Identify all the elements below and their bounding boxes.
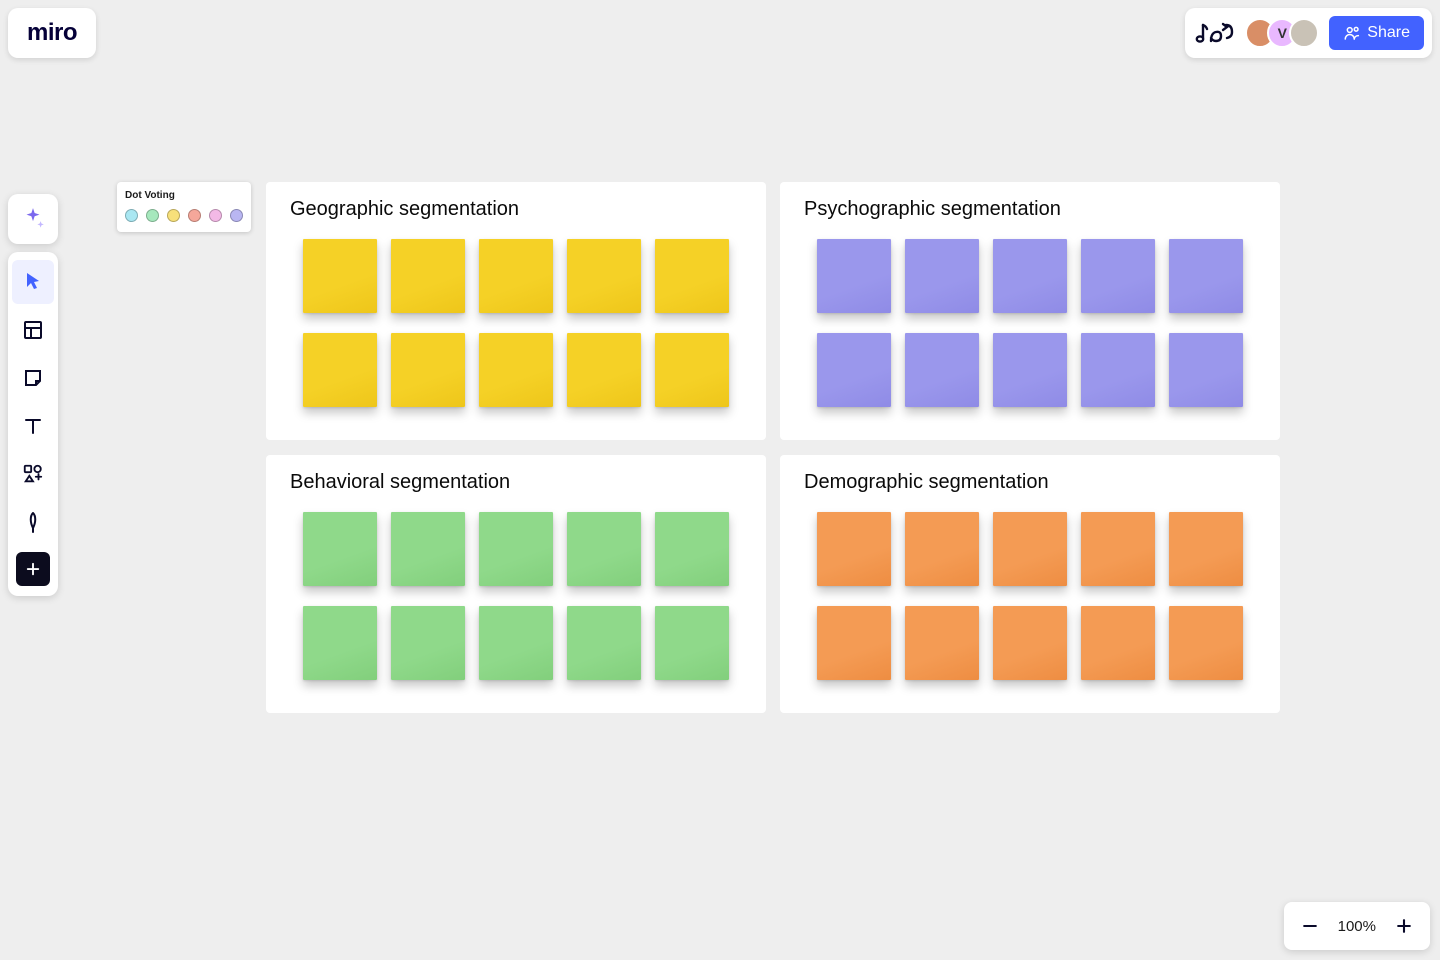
sticky-note[interactable]: [479, 606, 553, 680]
sticky-note[interactable]: [1169, 606, 1243, 680]
zoom-control: 100%: [1284, 902, 1430, 950]
tool-select[interactable]: [12, 260, 54, 304]
sticky-note[interactable]: [655, 512, 729, 586]
tool-pen[interactable]: [12, 500, 54, 544]
sticky-note[interactable]: [303, 239, 377, 313]
sticky-grid: [290, 239, 742, 407]
sticky-note[interactable]: [655, 239, 729, 313]
sticky-note[interactable]: [905, 333, 979, 407]
sticky-note[interactable]: [905, 512, 979, 586]
header-right: V Share: [1185, 8, 1432, 58]
app-logo[interactable]: miro: [8, 8, 96, 58]
tool-shapes[interactable]: [12, 452, 54, 496]
tool-sticky-note[interactable]: [12, 356, 54, 400]
segmentation-frame[interactable]: Psychographic segmentation: [780, 182, 1280, 440]
tool-text[interactable]: [12, 404, 54, 448]
sticky-note[interactable]: [817, 239, 891, 313]
sticky-grid: [290, 512, 742, 680]
avatar[interactable]: [1289, 18, 1319, 48]
zoom-in-button[interactable]: [1386, 908, 1422, 944]
sticky-grid: [804, 512, 1256, 680]
sticky-note[interactable]: [1169, 333, 1243, 407]
frame-title: Behavioral segmentation: [290, 471, 742, 494]
sticky-note[interactable]: [655, 333, 729, 407]
sticky-note[interactable]: [993, 333, 1067, 407]
sticky-note[interactable]: [1169, 512, 1243, 586]
dot-voting-color[interactable]: [146, 209, 159, 222]
dot-voting-panel[interactable]: Dot Voting: [117, 182, 251, 232]
sticky-note[interactable]: [567, 333, 641, 407]
collaborator-avatars: V: [1245, 18, 1319, 48]
frame-title: Demographic segmentation: [804, 471, 1256, 494]
dot-voting-dots: [125, 209, 243, 222]
sticky-note[interactable]: [1081, 512, 1155, 586]
sticky-note[interactable]: [391, 239, 465, 313]
sticky-note[interactable]: [391, 606, 465, 680]
ai-assist-button[interactable]: [8, 194, 58, 244]
sticky-note[interactable]: [1169, 239, 1243, 313]
sticky-note[interactable]: [567, 606, 641, 680]
sticky-note[interactable]: [905, 239, 979, 313]
dot-voting-color[interactable]: [167, 209, 180, 222]
sticky-note[interactable]: [905, 606, 979, 680]
sticky-note[interactable]: [993, 512, 1067, 586]
frame-title: Psychographic segmentation: [804, 198, 1256, 221]
segmentation-frame[interactable]: Geographic segmentation: [266, 182, 766, 440]
sticky-note[interactable]: [817, 333, 891, 407]
dot-voting-color[interactable]: [230, 209, 243, 222]
sticky-note[interactable]: [993, 239, 1067, 313]
sticky-note[interactable]: [479, 512, 553, 586]
sticky-note[interactable]: [303, 606, 377, 680]
frame-title: Geographic segmentation: [290, 198, 742, 221]
share-button-label: Share: [1367, 24, 1410, 42]
segmentation-frame[interactable]: Demographic segmentation: [780, 455, 1280, 713]
sticky-note[interactable]: [567, 512, 641, 586]
music-jam-icon[interactable]: [1193, 15, 1235, 51]
sticky-note[interactable]: [655, 606, 729, 680]
sticky-note[interactable]: [391, 512, 465, 586]
tool-add-more[interactable]: [16, 552, 50, 586]
share-button[interactable]: Share: [1329, 16, 1424, 50]
sticky-grid: [804, 239, 1256, 407]
tool-frame[interactable]: [12, 308, 54, 352]
dot-voting-color[interactable]: [188, 209, 201, 222]
sticky-note[interactable]: [479, 333, 553, 407]
dot-voting-color[interactable]: [125, 209, 138, 222]
zoom-level[interactable]: 100%: [1328, 918, 1386, 935]
segmentation-frame[interactable]: Behavioral segmentation: [266, 455, 766, 713]
sticky-note[interactable]: [479, 239, 553, 313]
tool-toolbar: [8, 252, 58, 596]
sticky-note[interactable]: [1081, 333, 1155, 407]
dot-voting-color[interactable]: [209, 209, 222, 222]
sticky-note[interactable]: [567, 239, 641, 313]
sticky-note[interactable]: [1081, 606, 1155, 680]
sticky-note[interactable]: [817, 512, 891, 586]
sticky-note[interactable]: [303, 333, 377, 407]
app-logo-text: miro: [27, 19, 77, 47]
sticky-note[interactable]: [391, 333, 465, 407]
sticky-note[interactable]: [303, 512, 377, 586]
sticky-note[interactable]: [993, 606, 1067, 680]
share-people-icon: [1343, 24, 1361, 42]
zoom-out-button[interactable]: [1292, 908, 1328, 944]
sticky-note[interactable]: [817, 606, 891, 680]
sticky-note[interactable]: [1081, 239, 1155, 313]
dot-voting-title: Dot Voting: [125, 190, 243, 201]
